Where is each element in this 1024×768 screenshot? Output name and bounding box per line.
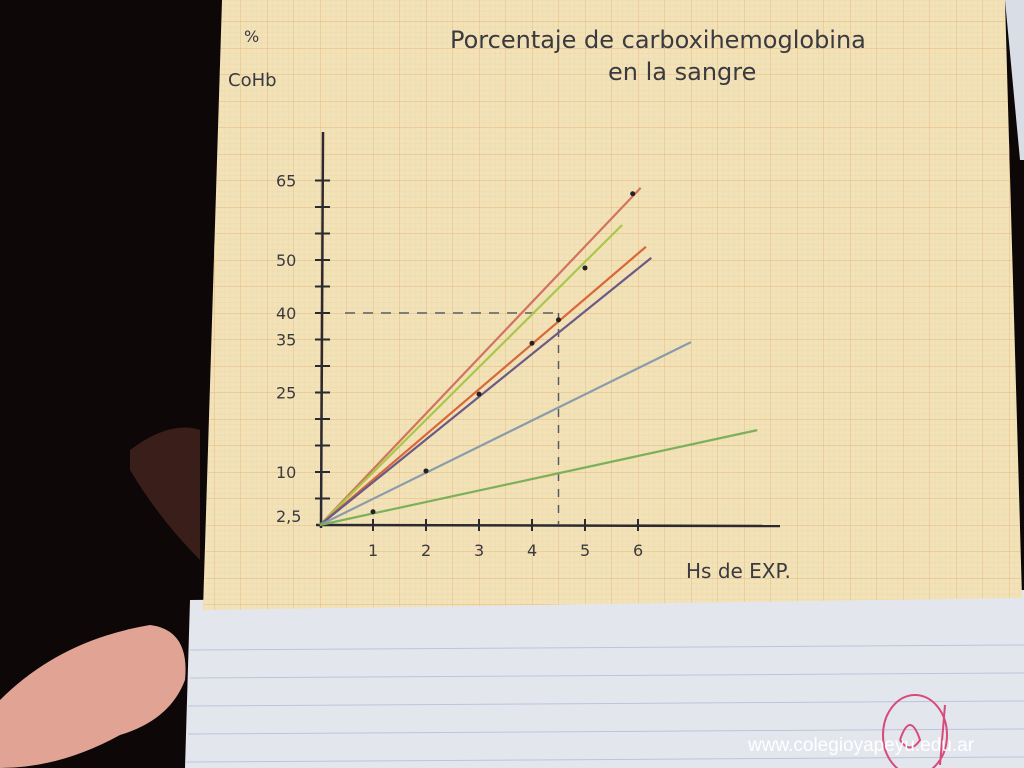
y-tick-label: 50 bbox=[276, 251, 296, 270]
x-tick-label: 4 bbox=[527, 541, 537, 560]
data-point bbox=[630, 191, 636, 197]
reference-lines bbox=[345, 312, 560, 525]
series-line-4 bbox=[319, 257, 652, 526]
paper-edge bbox=[1005, 0, 1024, 160]
y-tick-label: 10 bbox=[276, 463, 296, 482]
series-line-6 bbox=[319, 429, 758, 527]
hand bbox=[0, 625, 186, 768]
y-tick-label: 40 bbox=[276, 304, 296, 323]
series-line-5 bbox=[319, 341, 692, 526]
background-object bbox=[130, 427, 200, 560]
y-tick-label: 25 bbox=[276, 384, 296, 403]
x-tick-label: 2 bbox=[421, 541, 431, 560]
y-axis-label: CoHb bbox=[228, 70, 277, 91]
data-point bbox=[529, 340, 535, 346]
series-line-1 bbox=[319, 187, 642, 526]
x-tick-label: 5 bbox=[580, 541, 590, 560]
y-tick-label: 35 bbox=[276, 331, 296, 350]
x-tick-label: 6 bbox=[633, 541, 643, 560]
data-point bbox=[423, 468, 429, 474]
data-point bbox=[556, 317, 561, 323]
y-label-unit: % bbox=[244, 27, 259, 46]
graph-grid bbox=[203, 0, 1022, 610]
x-tick-label: 1 bbox=[368, 541, 378, 560]
chart-title: Porcentaje de carboxihemoglobina bbox=[450, 26, 866, 54]
notebook-lines bbox=[185, 644, 1024, 763]
tick-labels: 1 2 3 4 5 6 2,5 10 25 35 40 50 65 bbox=[276, 172, 643, 561]
series-line-2 bbox=[319, 224, 623, 526]
data-point bbox=[370, 509, 376, 515]
notebook-page bbox=[185, 590, 1024, 768]
y-tick-label: 2,5 bbox=[276, 507, 301, 526]
x-axis bbox=[315, 523, 781, 528]
series-group bbox=[319, 187, 758, 527]
x-tick-label: 3 bbox=[474, 541, 484, 560]
x-axis-label: Hs de EXP. bbox=[686, 559, 791, 583]
data-point bbox=[476, 391, 482, 397]
y-axis bbox=[319, 131, 325, 529]
axis-ticks bbox=[315, 179, 639, 531]
series-line-3 bbox=[319, 245, 647, 526]
chart-subtitle: en la sangre bbox=[608, 58, 756, 86]
watermark: www.colegioyapeyu.edu.ar bbox=[747, 735, 975, 756]
grade-mark bbox=[882, 694, 948, 768]
data-point bbox=[582, 265, 588, 271]
y-tick-label: 65 bbox=[276, 172, 296, 191]
